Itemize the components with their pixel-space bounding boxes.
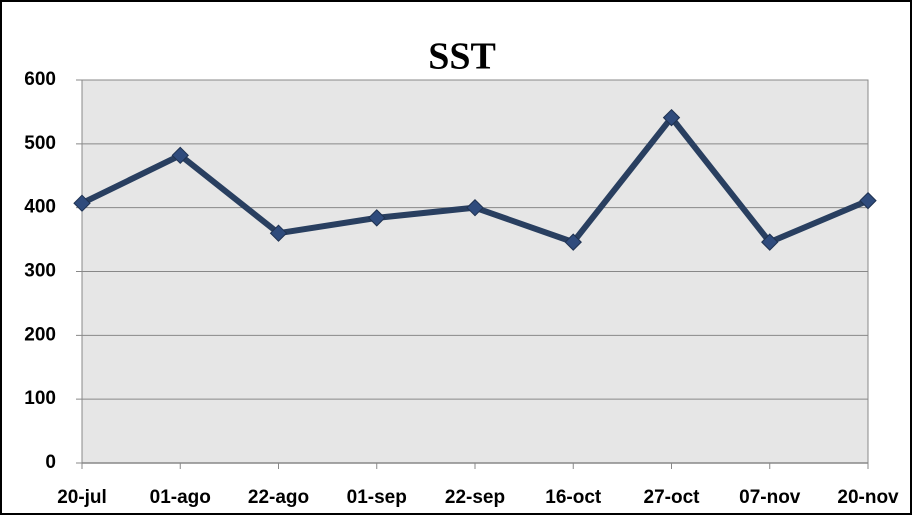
y-tick-label: 100 bbox=[24, 388, 56, 409]
x-tick-label: 20-nov bbox=[837, 487, 899, 508]
x-tick-label: 22-sep bbox=[445, 487, 505, 508]
data-point bbox=[662, 108, 681, 127]
y-tick-label: 600 bbox=[24, 69, 56, 90]
x-tick-label: 01-ago bbox=[150, 487, 211, 508]
x-tick-label: 01-sep bbox=[347, 487, 407, 508]
y-tick-label: 400 bbox=[24, 197, 56, 218]
y-tick-label: 500 bbox=[24, 133, 56, 154]
data-point bbox=[368, 209, 386, 227]
y-tick-label: 300 bbox=[24, 261, 56, 282]
data-point bbox=[761, 233, 779, 251]
chart-title: SST bbox=[428, 36, 496, 78]
data-point bbox=[859, 191, 877, 210]
x-tick-label: 20-jul bbox=[57, 487, 107, 508]
x-tick-label: 22-ago bbox=[248, 487, 309, 508]
data-point bbox=[73, 194, 91, 212]
data-point bbox=[564, 233, 582, 251]
x-tick-label: 27-oct bbox=[644, 487, 701, 508]
data-point bbox=[466, 198, 484, 217]
y-tick-label: 200 bbox=[24, 324, 56, 345]
x-tick-label: 07-nov bbox=[739, 487, 801, 508]
data-point bbox=[269, 224, 288, 242]
data-point bbox=[171, 146, 189, 165]
y-tick-label: 0 bbox=[45, 452, 56, 473]
x-tick-label: 16-oct bbox=[545, 487, 602, 508]
